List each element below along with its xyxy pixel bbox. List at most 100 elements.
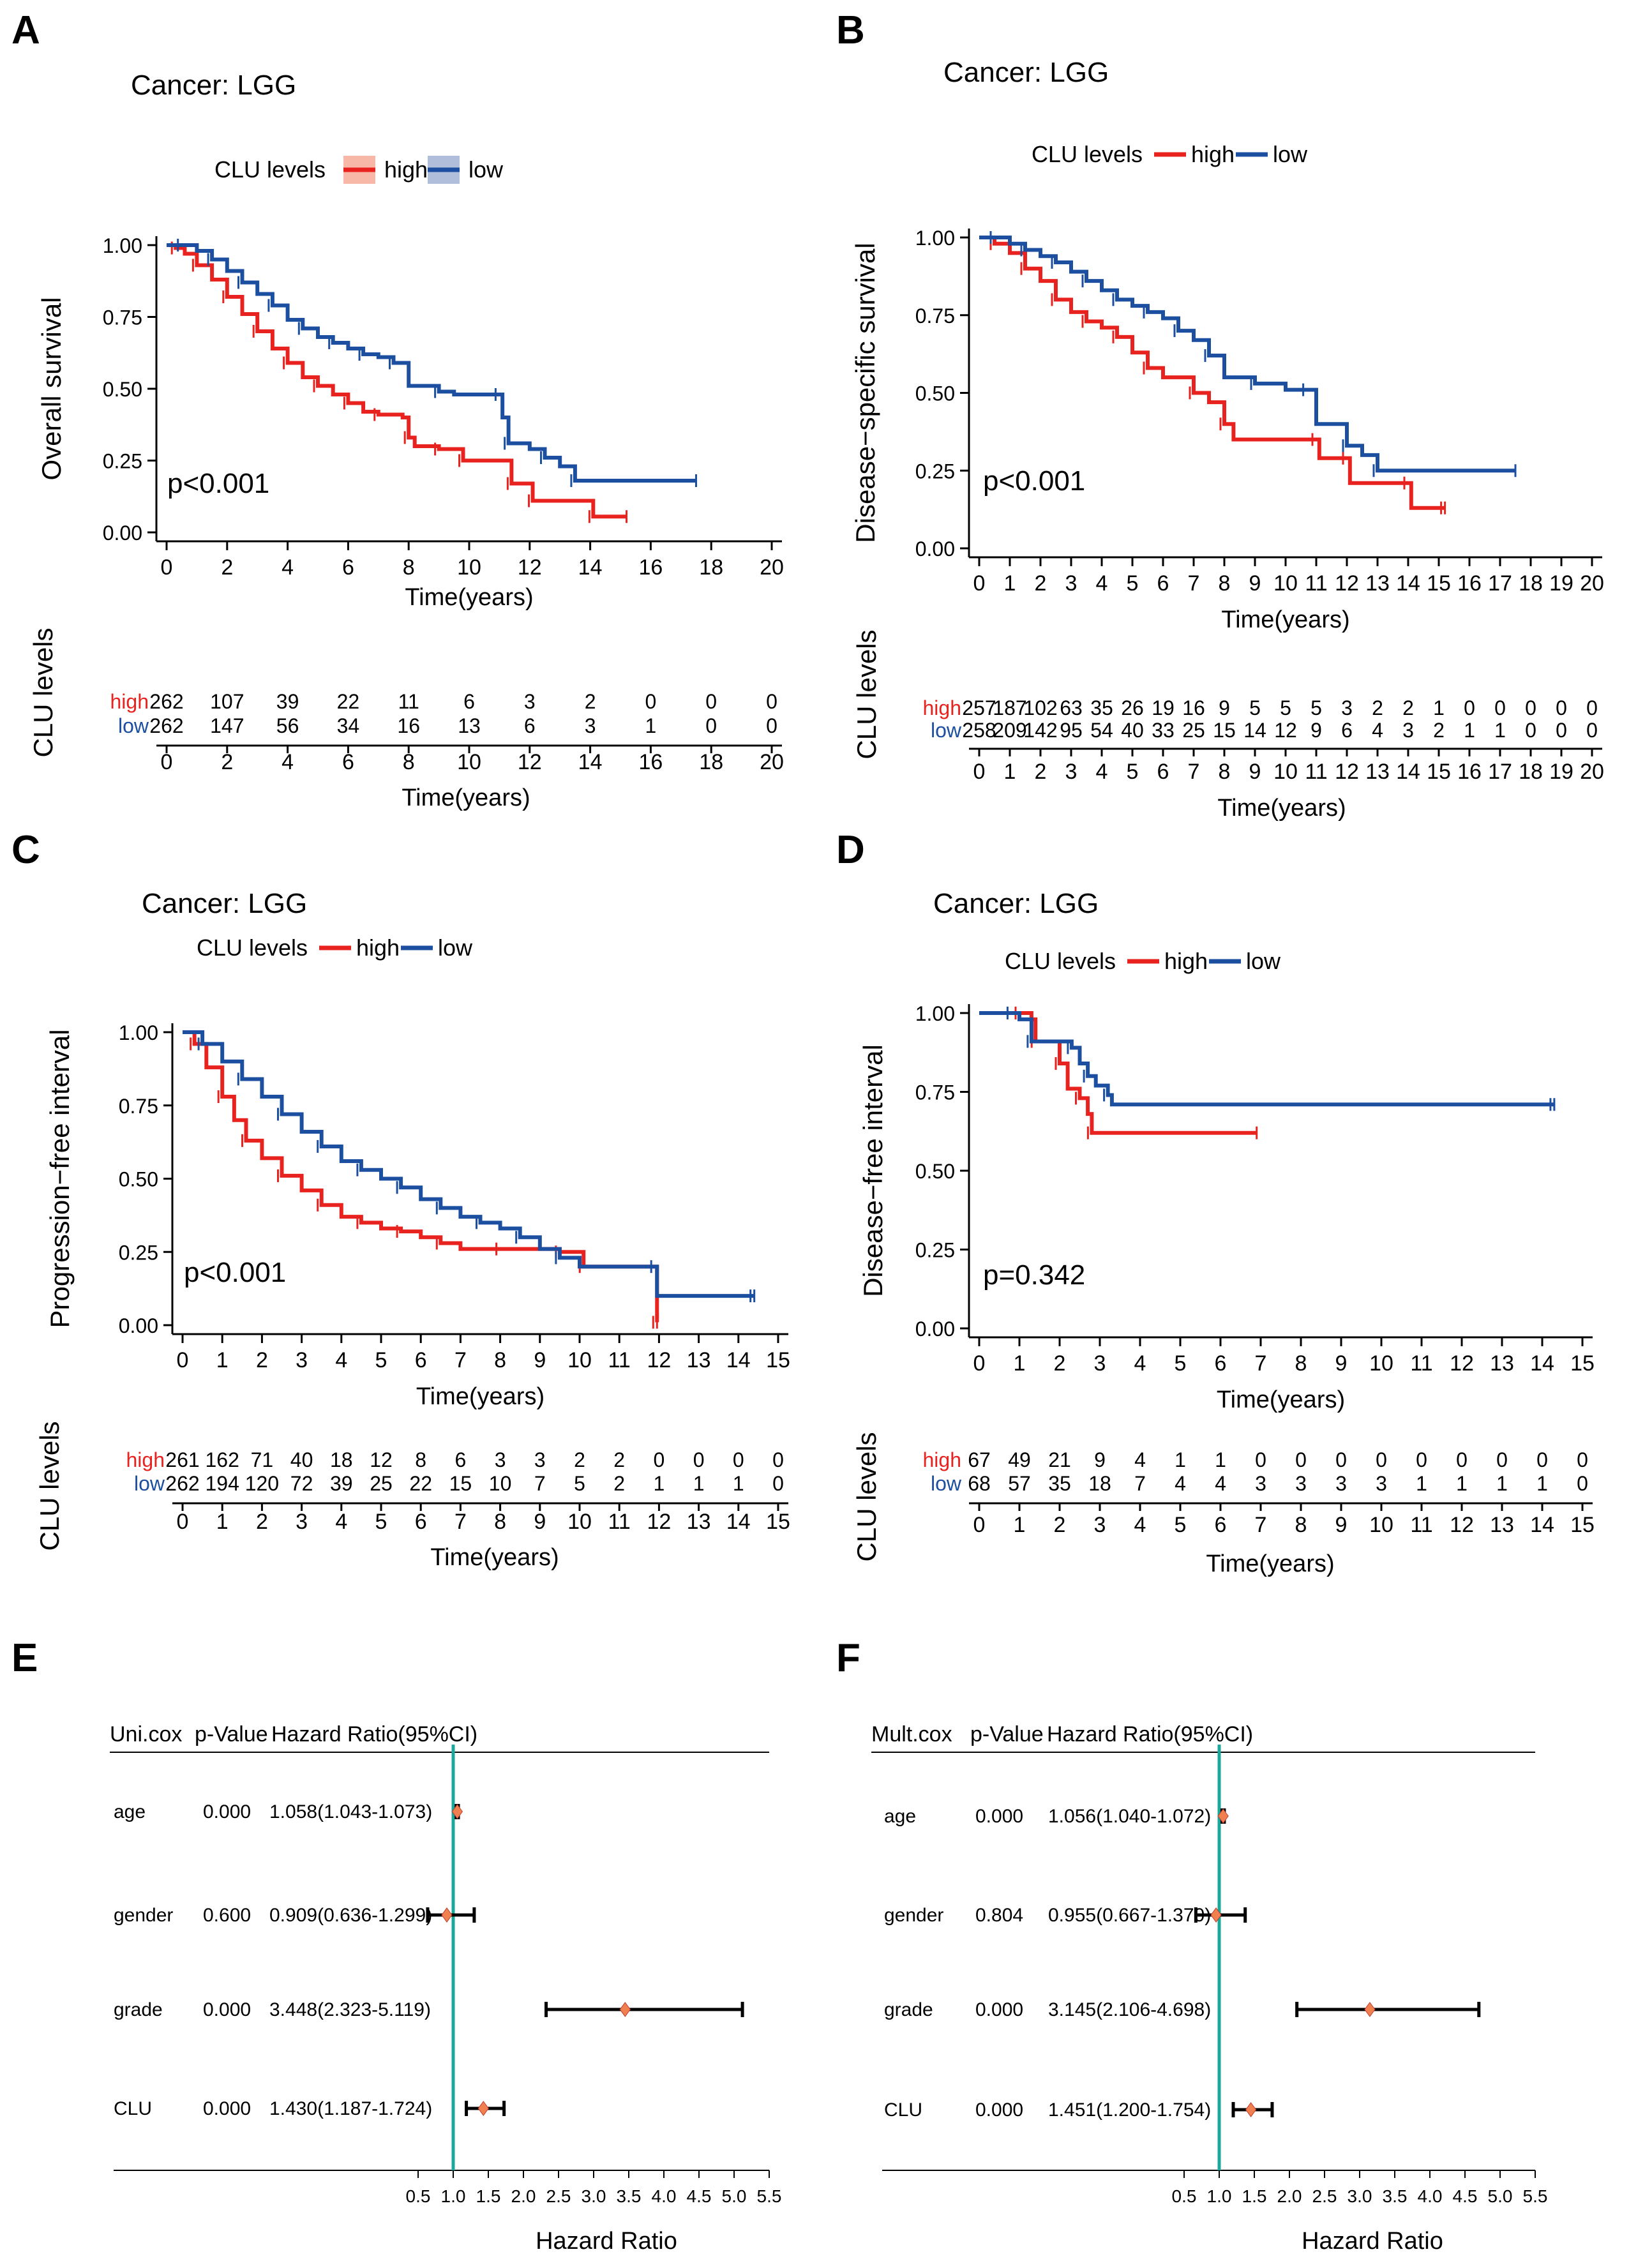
x-tick-label: 10	[1369, 1351, 1393, 1376]
risk-x-tick-label: 20	[760, 750, 784, 774]
forest-x-tick-label: 0.5	[1172, 2186, 1197, 2206]
risk-count-high: 2	[613, 1448, 625, 1471]
row-pvalue: 0.000	[975, 2099, 1023, 2121]
risk-count-low: 72	[290, 1472, 313, 1495]
legend-title: CLU levels	[1032, 141, 1143, 167]
risk-count-low: 5	[574, 1472, 585, 1495]
risk-x-tick-label: 10	[457, 750, 481, 774]
forest-x-tick-label: 5.0	[722, 2186, 747, 2206]
legend-label-high: high	[356, 935, 400, 961]
risk-count-low: 3	[1335, 1472, 1347, 1495]
x-tick-label: 20	[1580, 571, 1604, 596]
x-tick-label: 13	[1365, 571, 1390, 596]
risk-x-tick-label: 1	[1014, 1513, 1026, 1537]
risk-count-high: 9	[1094, 1448, 1106, 1471]
y-tick-label: 0.00	[119, 1314, 158, 1337]
risk-x-tick-label: 12	[1450, 1513, 1474, 1537]
risk-x-tick-label: 19	[1549, 760, 1573, 784]
risk-x-tick-label: 12	[1335, 760, 1359, 784]
risk-count-high: 0	[1376, 1448, 1387, 1471]
risk-count-low: 9	[1310, 719, 1322, 742]
risk-row-low-label: low	[118, 714, 149, 737]
x-tick-label: 5	[1127, 571, 1139, 596]
risk-count-low: 0	[1586, 719, 1598, 742]
row-pvalue: 0.804	[975, 1905, 1023, 1926]
x-tick-label: 0	[973, 571, 986, 596]
risk-count-high: 257	[962, 696, 996, 719]
risk-count-high: 19	[1152, 696, 1175, 719]
forest-x-tick-label: 5.0	[1488, 2186, 1513, 2206]
risk-count-high: 0	[705, 690, 717, 713]
y-axis-label: Disease−free interval	[858, 1044, 888, 1297]
risk-x-tick-label: 0	[973, 1513, 986, 1537]
risk-count-high: 162	[206, 1448, 239, 1471]
legend: CLU levels high low	[197, 935, 473, 961]
risk-count-high: 0	[645, 690, 657, 713]
risk-count-high: 0	[654, 1448, 665, 1471]
y-tick-label: 0.25	[915, 1239, 955, 1262]
risk-count-high: 71	[251, 1448, 274, 1471]
x-tick-label: 3	[1094, 1351, 1106, 1376]
risk-count-high: 0	[1496, 1448, 1508, 1471]
row-hr-text: 1.451(1.200-1.754)	[1048, 2099, 1211, 2121]
x-tick-label: 12	[1450, 1351, 1474, 1376]
forest-x-tick-label: 4.0	[652, 2186, 677, 2206]
risk-count-high: 16	[1182, 696, 1205, 719]
row-name: gender	[884, 1905, 943, 1926]
risk-x-tick-label: 4	[1096, 760, 1108, 784]
risk-count-low: 4	[1215, 1472, 1226, 1495]
legend-label-low: low	[438, 935, 473, 961]
forest-x-tick-label: 4.5	[1453, 2186, 1478, 2206]
risk-count-low: 1	[693, 1472, 705, 1495]
x-tick-label: 11	[1305, 571, 1327, 596]
y-tick-label: 0.50	[103, 378, 142, 401]
risk-count-low: 34	[337, 714, 360, 737]
x-tick-label: 16	[1457, 571, 1482, 596]
risk-count-low: 0	[705, 714, 717, 737]
risk-count-low: 95	[1060, 719, 1083, 742]
legend-label-high: high	[1164, 948, 1208, 974]
risk-count-low: 0	[1577, 1472, 1588, 1495]
risk-x-tick-label: 16	[1457, 760, 1482, 784]
panel-letter: C	[11, 828, 40, 872]
risk-count-low: 7	[1134, 1472, 1146, 1495]
x-tick-label: 9	[534, 1348, 546, 1372]
risk-count-low: 16	[397, 714, 420, 737]
survival-curve-low	[979, 1011, 1554, 1107]
risk-x-tick-label: 0	[161, 750, 173, 774]
risk-count-low: 147	[210, 714, 244, 737]
legend-title: CLU levels	[197, 935, 308, 961]
risk-count-high: 3	[524, 690, 536, 713]
risk-x-tick-label: 0	[177, 1510, 189, 1534]
y-tick-label: 1.00	[103, 234, 142, 257]
risk-x-axis-label: Time(years)	[1206, 1551, 1334, 1577]
y-tick-label: 0.75	[915, 304, 955, 327]
risk-x-tick-label: 3	[296, 1510, 308, 1534]
row-hr-text: 1.058(1.043-1.073)	[269, 1801, 432, 1822]
risk-x-tick-label: 5	[1127, 760, 1139, 784]
risk-count-high: 12	[370, 1448, 393, 1471]
row-name: grade	[114, 1999, 163, 2020]
risk-x-tick-label: 13	[687, 1510, 711, 1534]
risk-count-low: 39	[330, 1472, 353, 1495]
risk-x-tick-label: 4	[282, 750, 294, 774]
risk-x-tick-label: 20	[1580, 760, 1604, 784]
y-tick-label: 0.25	[103, 450, 142, 473]
x-tick-label: 4	[282, 555, 294, 580]
x-tick-label: 4	[335, 1348, 347, 1372]
x-tick-label: 20	[760, 555, 784, 580]
risk-count-low: 57	[1008, 1472, 1031, 1495]
row-pvalue: 0.000	[975, 1806, 1023, 1827]
hr-diamond	[1364, 2002, 1376, 2017]
x-tick-label: 7	[1255, 1351, 1267, 1376]
row-hr-text: 3.145(2.106-4.698)	[1048, 1999, 1211, 2020]
y-tick-label: 0.50	[915, 382, 955, 405]
x-tick-label: 14	[578, 555, 603, 580]
forest-header: p-Value	[970, 1722, 1044, 1746]
x-tick-label: 8	[403, 555, 415, 580]
risk-x-tick-label: 12	[647, 1510, 671, 1534]
risk-x-tick-label: 1	[1004, 760, 1016, 784]
risk-table-label: CLU levels	[852, 629, 882, 759]
x-tick-label: 15	[766, 1348, 790, 1372]
